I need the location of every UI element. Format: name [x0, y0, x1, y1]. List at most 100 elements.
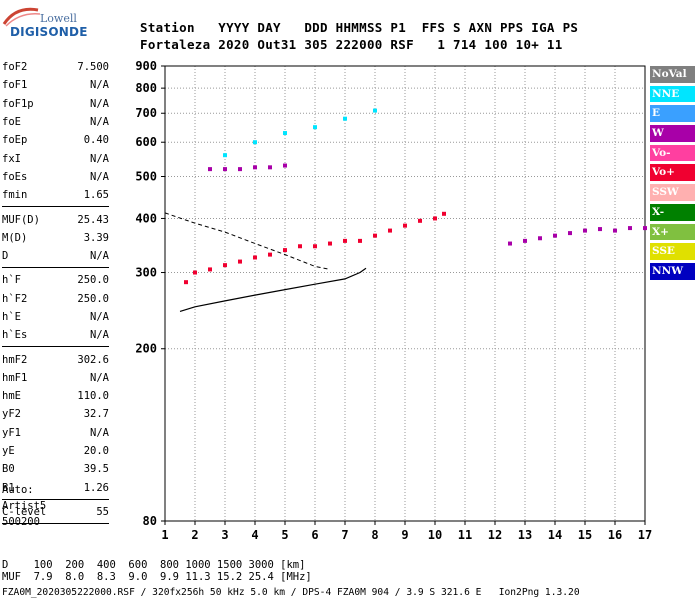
param-divider — [2, 523, 109, 525]
x-tick-label: 1 — [161, 528, 168, 542]
param-row: foEs N/A — [2, 168, 109, 186]
echo-point — [193, 270, 197, 275]
x-tick-label: 15 — [578, 528, 592, 542]
x-tick-label: 11 — [458, 528, 472, 542]
legend-item: E — [650, 105, 695, 123]
param-name: fmin — [2, 189, 28, 202]
param-row: foEp 0.40 — [2, 131, 109, 149]
param-value: 3.39 — [83, 231, 109, 244]
legend-item: SSE — [650, 243, 695, 260]
legend-item: W — [650, 125, 695, 142]
echo-point — [442, 211, 446, 216]
plot-frame — [164, 65, 646, 522]
param-value: N/A — [90, 116, 109, 129]
digisonde-logo-icon — [2, 7, 41, 27]
legend-item: NoVal — [650, 66, 695, 83]
param-row: yF2 32.7 — [2, 405, 109, 423]
footer-muf: MUF 7.9 8.0 8.3 9.0 9.9 11.3 15.2 25.4 [… — [2, 571, 312, 583]
y-tick-label: 200 — [135, 342, 157, 356]
echo-point — [373, 233, 377, 238]
param-name: h`F — [2, 274, 21, 287]
y-tick-label: 400 — [135, 211, 157, 225]
param-name: foF1 — [2, 79, 28, 92]
echo-point — [523, 238, 527, 243]
echo-point — [283, 248, 287, 253]
y-tick-label: 500 — [135, 169, 157, 183]
echo-point — [253, 255, 257, 260]
echo-point — [223, 153, 227, 158]
param-divider — [2, 267, 109, 269]
legend-item: Vo- — [650, 144, 695, 162]
param-value: 302.6 — [77, 353, 109, 366]
legend-item: SSW — [650, 184, 695, 201]
param-value: N/A — [90, 170, 109, 183]
parameter-panel: foF2 7.500 foF1 N/A foF1p N/A foE N/A foEp 0.40 fx… — [2, 58, 109, 527]
echo-point — [268, 252, 272, 257]
param-row: h`F2 250.0 — [2, 290, 109, 308]
echo-point — [328, 241, 332, 246]
legend-item: NNE — [650, 85, 695, 103]
param-name: yF1 — [2, 426, 21, 439]
echo-point — [418, 218, 422, 223]
x-tick-label: 9 — [401, 528, 408, 542]
param-row: h`F 250.0 — [2, 271, 109, 289]
auto-code: 500200 — [2, 516, 40, 528]
param-name: hmF2 — [2, 353, 28, 366]
param-name: B0 — [2, 463, 15, 476]
echo-point — [253, 140, 257, 145]
echo-point — [388, 228, 392, 233]
legend-item: X- — [650, 203, 695, 221]
profile-curve — [179, 267, 367, 312]
param-name: foE — [2, 116, 21, 129]
param-row: MUF(D) 25.43 — [2, 210, 109, 228]
echo-point — [223, 167, 227, 172]
param-value: 7.500 — [77, 61, 109, 74]
echo-point — [313, 125, 317, 130]
y-tick-label: 900 — [135, 59, 157, 73]
param-divider — [2, 498, 109, 500]
x-tick-label: 3 — [221, 528, 228, 542]
x-tick-label: 2 — [191, 528, 198, 542]
echo-point — [298, 244, 302, 249]
legend: NoVal NNE E W Vo- Vo+ SSW X- X+ SSE NNW — [650, 66, 695, 283]
param-row: hmE 110.0 — [2, 387, 109, 405]
echo-point — [283, 131, 287, 136]
echo-point — [343, 238, 347, 243]
x-tick-label: 5 — [281, 528, 288, 542]
param-value: N/A — [90, 79, 109, 92]
param-name: foF2 — [2, 61, 28, 74]
param-row: B1 1.26 — [2, 479, 109, 497]
x-tick-label: 4 — [251, 528, 258, 542]
y-tick-label: 600 — [135, 135, 157, 149]
param-value: N/A — [90, 329, 109, 342]
param-value: N/A — [90, 250, 109, 263]
param-value: N/A — [90, 426, 109, 439]
echo-point — [538, 236, 542, 241]
param-name: hmE — [2, 390, 21, 403]
echo-point — [508, 241, 512, 246]
x-tick-label: 16 — [608, 528, 622, 542]
x-tick-label: 8 — [371, 528, 378, 542]
param-value: 1.26 — [83, 481, 109, 494]
param-row: foF1 N/A — [2, 76, 109, 94]
x-tick-label: 14 — [548, 528, 562, 542]
param-value: 55 — [96, 505, 109, 518]
echo-point — [208, 167, 212, 172]
param-name: yF2 — [2, 408, 21, 421]
echo-point — [373, 108, 377, 113]
echo-point — [628, 226, 632, 231]
dashed-curve — [164, 212, 331, 270]
logo-digisonde: DIGISONDE — [10, 25, 88, 39]
param-row: hmF2 302.6 — [2, 350, 109, 368]
param-value: N/A — [90, 152, 109, 165]
auto-artist: Artist5 — [2, 500, 47, 512]
ionogram-chart: 1 2 3 4 5 6 7 8 9 10 11 12 13 14 15 16 17802003004005006… — [135, 59, 652, 542]
param-name: D — [2, 250, 9, 263]
echo-point — [223, 263, 227, 268]
x-tick-label: 6 — [311, 528, 318, 542]
echo-point — [238, 167, 242, 172]
echo-point — [283, 163, 287, 168]
legend-item: X+ — [650, 223, 695, 241]
param-name: h`F2 — [2, 292, 28, 305]
param-name: h`Es — [2, 329, 28, 342]
